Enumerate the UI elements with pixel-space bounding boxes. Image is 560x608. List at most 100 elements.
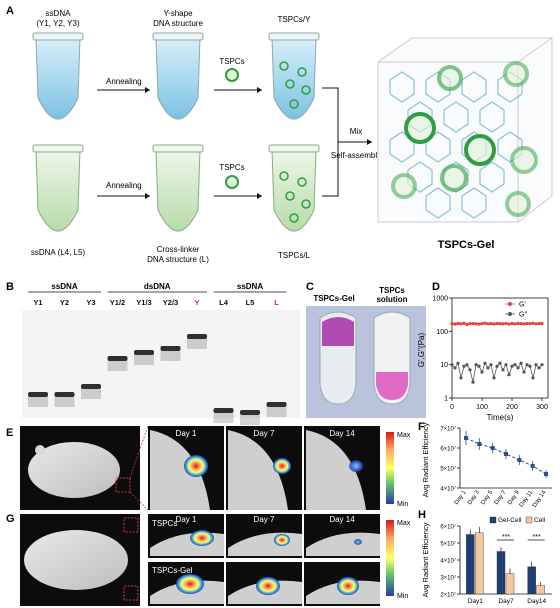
tspcs-y-label: TSPCs/Y	[278, 15, 312, 24]
g-day1: Day 1	[176, 515, 197, 524]
mix-label: Mix	[350, 127, 362, 136]
e-scale-min: Min	[397, 501, 408, 508]
data-point	[528, 322, 532, 326]
tspc-cell-icon	[225, 68, 239, 82]
data-point	[459, 376, 463, 380]
gel-band	[240, 410, 260, 415]
data-point	[513, 322, 517, 326]
ss-bottom-label: ssDNA (L4, L5)	[31, 248, 86, 257]
y-tick-label: 6×10⁷	[440, 446, 456, 453]
crosslinker-label-1: Cross-linker	[157, 245, 200, 254]
y-axis-label: G',G''(Pa)	[417, 332, 426, 367]
data-point	[513, 363, 517, 367]
data-point	[471, 380, 475, 384]
e-day7: Day 7	[254, 429, 275, 438]
panel-f-letter: F	[418, 421, 425, 433]
y-tick-label: 3×10⁷	[440, 575, 456, 582]
data-point	[504, 452, 508, 456]
gel-band	[266, 402, 287, 407]
data-point	[489, 363, 493, 367]
data-point	[540, 363, 544, 367]
data-point	[474, 322, 478, 326]
vial-gel	[319, 311, 357, 405]
annealing-top-label: Annealing	[106, 77, 142, 86]
y-tick-label: 6×10⁷	[440, 524, 456, 531]
data-point	[490, 446, 495, 450]
data-point	[498, 322, 502, 326]
panel-a-top-row: ssDNA (Y1, Y2, Y3) Annealing Y-shape DNA…	[32, 9, 320, 120]
panel-h-letter: H	[418, 509, 426, 521]
x-tick-label: Day1	[468, 598, 484, 605]
gel-band	[134, 350, 154, 355]
tspcs-top-label: TSPCs	[219, 57, 244, 66]
data-point	[486, 322, 490, 326]
tube-tspcs-l	[268, 144, 320, 232]
lane-label: Y2/3	[163, 298, 178, 307]
lane-label: Y	[194, 298, 199, 307]
panel-b-letter: B	[6, 281, 14, 293]
data-point	[489, 322, 493, 326]
bar	[466, 534, 475, 595]
x-tick-label: Day7	[498, 598, 514, 605]
gel-band	[213, 408, 234, 413]
g-day7: Day 7	[254, 515, 275, 524]
x-tick-label: 100	[476, 404, 488, 411]
data-point	[456, 321, 460, 326]
lane-label: L5	[246, 298, 255, 307]
e-scale-max: Max	[397, 432, 411, 439]
x-tick-label: Day14	[527, 598, 546, 605]
y-tick-label: 5×10⁷	[440, 466, 456, 473]
y-axis-label: Avg Radiant Efficiency	[421, 422, 430, 497]
data-point	[534, 363, 538, 367]
gel-band	[160, 346, 181, 351]
data-point	[522, 370, 526, 374]
tube-crosslinker	[152, 144, 204, 232]
bar	[527, 566, 536, 595]
lane-label: Y2	[60, 298, 69, 307]
data-point	[531, 321, 535, 325]
significance-label: ***	[502, 534, 510, 541]
data-point	[525, 363, 529, 367]
gel-smear	[160, 351, 181, 361]
y-tick-label: 2×10⁷	[440, 592, 456, 599]
color-scale-e	[386, 432, 394, 504]
data-point	[453, 322, 457, 326]
data-point	[453, 366, 457, 370]
x-tick-label: 200	[506, 404, 518, 411]
data-point	[537, 322, 541, 326]
ss-top-label-1: ssDNA	[46, 9, 72, 18]
e-day14: Day 14	[329, 429, 355, 438]
tspc-cell-icon	[225, 175, 239, 189]
x-tick-label: Day 7	[494, 489, 508, 506]
self-assembly-label: Self-assembly	[331, 151, 381, 160]
data-point	[480, 322, 484, 326]
annealing-bottom-label: Annealing	[106, 181, 142, 190]
data-point	[516, 366, 520, 370]
tube-ss-top	[32, 32, 84, 120]
gel-network-cube	[377, 37, 553, 223]
data-point	[495, 364, 499, 368]
data-point	[462, 364, 466, 368]
tube-y-shape	[152, 32, 204, 120]
g-row-tspcs: TSPCs	[152, 519, 177, 528]
data-point	[519, 322, 523, 326]
gel-image	[22, 310, 300, 418]
lane-group-label: dsDNA	[144, 282, 171, 291]
y-tick-label: 1000	[432, 296, 448, 303]
data-point	[517, 458, 522, 462]
g-day14: Day 14	[329, 515, 355, 524]
label-tspcs-solution-1: TSPCs	[379, 286, 405, 295]
data-point	[510, 364, 514, 368]
panel-c-letter: C	[306, 281, 314, 293]
data-point	[450, 363, 454, 367]
y-axis-label: Avg Radiant Efficiency	[421, 522, 430, 597]
y-shape-label-2: DNA structure	[153, 19, 203, 28]
gel-band	[28, 392, 48, 397]
data-point	[501, 368, 505, 372]
lane-group-label: ssDNA	[237, 282, 263, 291]
data-point	[468, 322, 472, 326]
gel-smear	[187, 339, 207, 349]
data-point	[492, 376, 496, 380]
data-point	[483, 321, 487, 325]
tspcs-l-label: TSPCs/L	[278, 251, 311, 260]
